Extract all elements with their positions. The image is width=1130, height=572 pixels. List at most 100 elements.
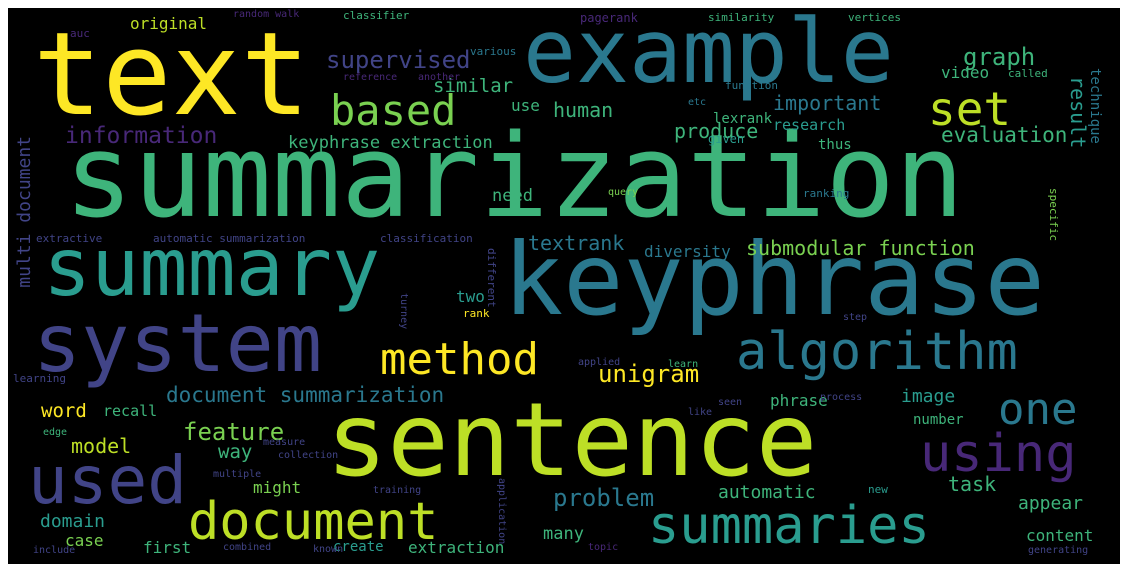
word-process: process (820, 392, 863, 403)
word-measure: measure (263, 437, 306, 448)
word-another: another (418, 72, 461, 83)
word-called: called (1008, 67, 1048, 80)
word-random-walk: random walk (233, 9, 300, 20)
word-generating: generating (1028, 545, 1089, 556)
word-technique: technique (1087, 68, 1103, 144)
word-phrase: phrase (770, 391, 828, 410)
word-query: query (608, 187, 639, 198)
word-create: create (333, 539, 384, 555)
word-lexrank: lexrank (713, 111, 773, 127)
word-keyphrase: keyphrase (503, 221, 1045, 338)
word-feature: feature (183, 418, 285, 446)
word-example: example (523, 8, 894, 103)
word-known: known (313, 544, 344, 555)
word-sentence: sentence (326, 381, 818, 500)
word-different: different (485, 248, 498, 308)
word-summaries: summaries (648, 496, 930, 556)
word-ranking: ranking (803, 187, 850, 200)
word-model: model (71, 434, 132, 458)
word-step: step (843, 312, 868, 323)
word-given: given (708, 132, 745, 146)
word-training: training (373, 485, 422, 496)
word-specific: specific (1047, 188, 1060, 241)
word-summarization: summarization (64, 110, 965, 244)
word-number: number (913, 412, 964, 428)
word-problem: problem (553, 484, 655, 512)
word-learning: learning (13, 372, 66, 385)
word-etc: etc (688, 97, 707, 108)
word-information: information (65, 123, 218, 149)
word-set: set (928, 82, 1012, 136)
word-summary: summary (43, 221, 381, 314)
word-appear: appear (1018, 493, 1084, 514)
word-include: include (33, 545, 76, 556)
word-image: image (901, 386, 956, 407)
word-result: result (1066, 76, 1090, 149)
word-similarity: similarity (708, 11, 775, 24)
word-thus: thus (818, 137, 852, 153)
word-research: research (773, 116, 846, 134)
word-diversity: diversity (644, 242, 731, 261)
word-reference: reference (343, 72, 398, 83)
word-important: important (773, 91, 882, 115)
word-submodular-function: submodular function (746, 236, 975, 260)
word-one: one (998, 384, 1078, 435)
word-multi-document: multi document (14, 136, 35, 288)
word-classification: classification (380, 232, 473, 245)
word-automatic-summarization: automatic summarization (153, 232, 306, 245)
word-cloud: summarization keyphrase sentence text ex… (8, 8, 1120, 564)
word-text: text (33, 8, 310, 142)
word-like: like (688, 407, 713, 418)
word-using: using (920, 424, 1077, 484)
word-keyphrase-extraction: keyphrase extraction (288, 133, 493, 153)
word-vertices: vertices (848, 11, 901, 24)
word-extraction: extraction (408, 538, 505, 557)
word-word: word (41, 400, 87, 422)
word-automatic: automatic (718, 482, 816, 503)
word-function: function (725, 79, 778, 92)
word-content: content (1026, 526, 1094, 545)
word-original: original (130, 14, 208, 33)
word-supervised: supervised (326, 46, 471, 74)
word-document-summarization: document summarization (166, 383, 445, 407)
word-task: task (948, 472, 997, 496)
word-multiple: multiple (213, 469, 262, 480)
word-used: used (28, 442, 187, 519)
word-topic: topic (588, 542, 619, 553)
word-way: way (218, 441, 253, 463)
word-collection: collection (278, 450, 339, 461)
word-might: might (253, 478, 302, 497)
word-learn: learn (668, 359, 699, 370)
word-method: method (380, 334, 539, 385)
word-rank: rank (463, 307, 490, 320)
word-edge: edge (43, 427, 68, 438)
word-classifier: classifier (343, 9, 410, 22)
word-seen: seen (718, 397, 743, 408)
word-based: based (330, 86, 457, 135)
word-document: document (188, 492, 439, 552)
word-algorithm: algorithm (736, 322, 1018, 382)
word-new: new (868, 483, 888, 496)
word-system: system (33, 297, 322, 390)
word-application: application (496, 478, 507, 545)
word-extractive: extractive (36, 232, 103, 245)
word-need: need (492, 186, 533, 206)
word-produce: produce (674, 119, 759, 143)
word-auc: auc (70, 27, 90, 40)
word-use: use (511, 96, 540, 115)
word-case: case (65, 531, 104, 550)
word-various: various (470, 45, 517, 58)
word-turney: turney (398, 293, 409, 330)
word-unigram: unigram (598, 360, 700, 388)
word-many: many (543, 524, 584, 544)
word-similar: similar (433, 75, 514, 97)
word-pagerank: pagerank (580, 11, 638, 25)
word-video: video (941, 63, 990, 82)
word-domain: domain (40, 511, 106, 532)
word-evaluation: evaluation (941, 123, 1068, 147)
word-applied: applied (578, 357, 621, 368)
word-combined: combined (223, 542, 272, 553)
word-two: two (456, 287, 485, 306)
word-graph: graph (963, 43, 1036, 71)
word-recall: recall (103, 402, 158, 420)
